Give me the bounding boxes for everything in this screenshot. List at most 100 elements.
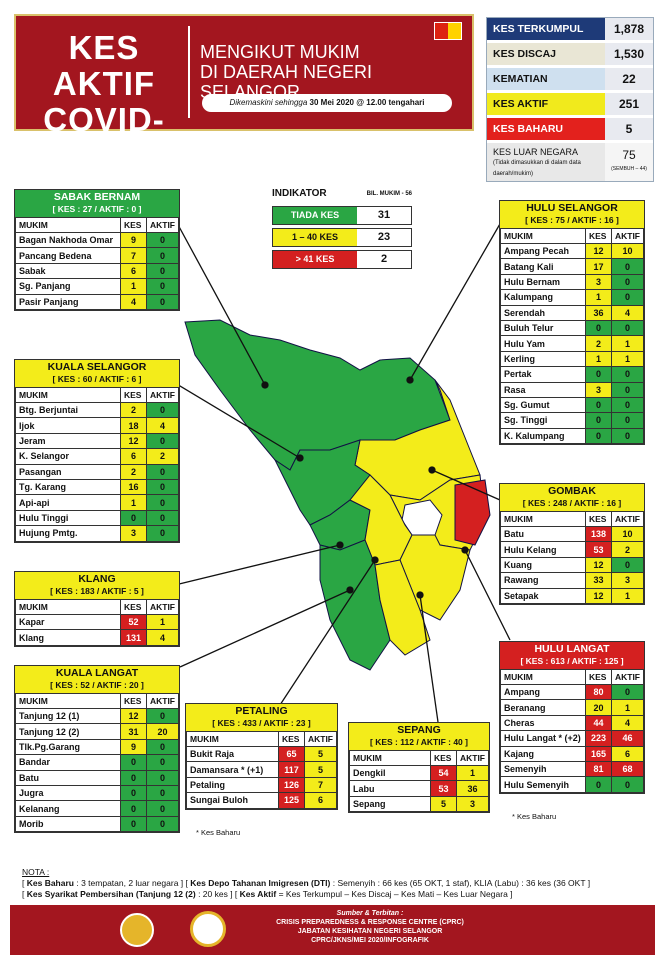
selangor-flag-icon: [434, 22, 462, 40]
table-row: Sabak 6 0: [15, 262, 180, 280]
kes-value: 0: [119, 784, 147, 802]
nota-section: NOTA : [ Kes Baharu : 3 tempatan, 2 luar…: [22, 867, 652, 900]
nota-l2b: : 20 kes ] [: [198, 889, 238, 899]
table-row: Btg. Berjuntai 2 0: [15, 401, 180, 419]
mukim-name: Batang Kali: [500, 258, 586, 275]
subtitle-line1: MENGIKUT MUKIM: [200, 42, 360, 62]
indicator-value: 2: [357, 251, 411, 268]
table-kuala-selangor: MUKIM KES AKTIF Btg. Berjuntai 2 0 Ijok 18 4 Jera…: [15, 387, 180, 542]
kes-value: 12: [119, 432, 147, 450]
aktif-value: 6: [610, 745, 645, 762]
aktif-value: 2: [145, 448, 180, 465]
aktif-value: 0: [145, 784, 180, 802]
col-mukim: MUKIM: [15, 217, 121, 233]
kes-value: 12: [584, 587, 612, 604]
mukim-name: K. Selangor: [15, 448, 121, 465]
kes-value: 1: [584, 289, 612, 306]
aktif-value: 1: [610, 335, 645, 352]
table-row: Hulu Langat * (+2) 223 46: [500, 730, 645, 747]
kes-value: 9: [119, 231, 147, 249]
mukim-name: Btg. Berjuntai: [15, 401, 121, 419]
aktif-value: 46: [610, 730, 645, 747]
table-hulu-langat: MUKIM KES AKTIF Ampang 80 0 Beranang 20 1 Cheras 4…: [500, 669, 645, 793]
kes-value: 20: [584, 699, 612, 716]
kes-value: 44: [584, 714, 612, 732]
aktif-value: 0: [610, 273, 645, 291]
panel-petaling: PETALING[ KES : 433 / AKTIF : 23 ] MUKIM…: [185, 703, 338, 810]
col-kes: KES: [119, 217, 147, 233]
mukim-name: Damansara * (+1): [186, 761, 279, 778]
table-row: Petaling 126 7: [186, 776, 338, 794]
col-mukim: MUKIM: [500, 228, 586, 244]
kes-value: 6: [119, 262, 147, 280]
aktif-value: 0: [145, 509, 180, 527]
luar-sembuh: (SEMBUH – 44): [611, 166, 647, 172]
mukim-name: Hulu Semenyih: [500, 776, 586, 793]
table-row: Sg. Tinggi 0 0: [500, 412, 645, 429]
kes-value: 165: [584, 745, 612, 762]
mukim-name: Sg. Panjang: [15, 278, 121, 295]
panel-subtitle: [ KES : 433 / AKTIF : 23 ]: [212, 718, 311, 728]
aktif-value: 10: [610, 242, 645, 260]
kes-value: 1: [119, 278, 147, 295]
summary-label: KES AKTIF: [487, 93, 605, 115]
table-row: Kelanang 0 0: [15, 800, 180, 817]
col-mukim: MUKIM: [186, 731, 279, 747]
col-aktif: AKTIF: [610, 511, 645, 527]
summary-label: KES BAHARU: [487, 118, 605, 140]
mukim-name: K. Kalumpang: [500, 427, 586, 445]
mukim-name: Hulu Yam: [500, 335, 586, 352]
table-row: Pasir Panjang 4 0: [15, 293, 180, 310]
col-mukim: MUKIM: [500, 669, 586, 685]
panel-subtitle: [ KES : 613 / AKTIF : 125 ]: [520, 656, 624, 666]
panel-subtitle: [ KES : 112 / AKTIF : 40 ]: [370, 737, 468, 747]
aktif-value: 0: [145, 478, 180, 496]
aktif-value: 5: [303, 745, 338, 763]
aktif-value: 0: [145, 247, 180, 264]
aktif-value: 10: [610, 525, 645, 543]
nota-l1c: Kes Depo Tahanan Imigresen (DTI): [190, 878, 331, 888]
updated-date-value: 30 Mei 2020 @ 12.00 tengahari: [309, 98, 425, 107]
table-row: Kajang 165 6: [500, 745, 645, 762]
mukim-name: Jeram: [15, 432, 121, 450]
table-row: Sungai Buloh 125 6: [186, 792, 338, 809]
mukim-name: Pasir Panjang: [15, 293, 121, 310]
table-row: Sg. Gumut 0 0: [500, 396, 645, 414]
panel-title: PETALING: [235, 705, 288, 717]
aktif-value: 1: [455, 764, 490, 782]
kes-value: 0: [584, 427, 612, 445]
kes-value: 36: [584, 304, 612, 321]
col-aktif: AKTIF: [145, 217, 180, 233]
summary-label: KEMATIAN: [487, 68, 605, 90]
table-row: Bandar 0 0: [15, 754, 180, 771]
aktif-value: 0: [145, 707, 180, 725]
mukim-name: Hulu Langat * (+2): [500, 730, 586, 747]
kes-value: 131: [119, 629, 147, 646]
mukim-name: Semenyih: [500, 760, 586, 778]
mukim-name: Tanjung 12 (2): [15, 723, 121, 740]
summary-label: KES DISCAJ: [487, 43, 605, 65]
aktif-value: 0: [145, 525, 180, 542]
map-sepang: [374, 559, 431, 656]
luar-note: (Tidak dimasukkan di dalam data daerah/m…: [493, 160, 581, 177]
panel-kuala-selangor: KUALA SELANGOR[ KES : 60 / AKTIF : 6 ] M…: [14, 359, 180, 543]
table-sabak-bernam: MUKIM KES AKTIF Bagan Nakhoda Omar 9 0 Pancang…: [15, 217, 180, 310]
aktif-value: 0: [610, 381, 645, 398]
panel-title: HULU LANGAT: [534, 643, 610, 655]
aktif-value: 1: [610, 587, 645, 604]
table-row: Pancang Bedena 7 0: [15, 247, 180, 264]
mukim-name: Batu: [500, 525, 586, 543]
mukim-name: Petaling: [186, 776, 279, 794]
footer-l3: JABATAN KESIHATAN NEGERI SELANGOR: [297, 928, 443, 935]
kes-baharu-note: * Kes Baharu: [512, 812, 557, 821]
malaysia-crest-icon: [120, 913, 154, 947]
table-row: Kuang 12 0: [500, 556, 645, 574]
panel-subtitle: [ KES : 75 / AKTIF : 16 ]: [525, 215, 619, 225]
panel-hulu-langat: HULU LANGAT[ KES : 613 / AKTIF : 125 ] M…: [499, 641, 645, 794]
aktif-value: 0: [610, 396, 645, 414]
panel-subtitle: [ KES : 183 / AKTIF : 5 ]: [50, 586, 144, 596]
mukim-name: Tanjung 12 (1): [15, 707, 121, 725]
kes-value: 33: [584, 572, 612, 589]
indicator-bil: BIL. MUKIM - 56: [366, 191, 412, 197]
